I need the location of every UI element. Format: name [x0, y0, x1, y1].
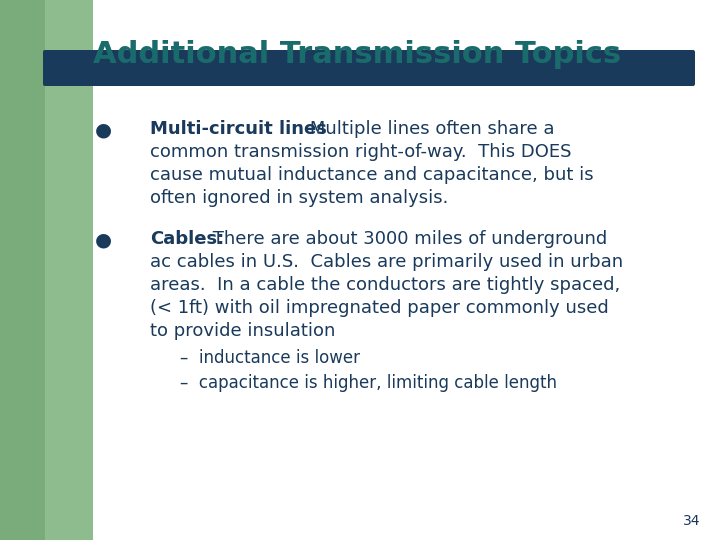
Text: ●: ● — [95, 120, 112, 139]
Text: cause mutual inductance and capacitance, but is: cause mutual inductance and capacitance,… — [150, 166, 593, 184]
Text: (< 1ft) with oil impregnated paper commonly used: (< 1ft) with oil impregnated paper commo… — [150, 299, 608, 317]
FancyBboxPatch shape — [43, 50, 695, 86]
Bar — [45, 0, 93, 540]
Text: : Multiple lines often share a: : Multiple lines often share a — [298, 120, 554, 138]
Text: Cables:: Cables: — [150, 230, 224, 248]
Text: ●: ● — [95, 230, 112, 249]
Text: –  capacitance is higher, limiting cable length: – capacitance is higher, limiting cable … — [180, 374, 557, 392]
Bar — [0, 0, 45, 540]
Text: ac cables in U.S.  Cables are primarily used in urban: ac cables in U.S. Cables are primarily u… — [150, 253, 623, 271]
Text: common transmission right-of-way.  This DOES: common transmission right-of-way. This D… — [150, 143, 572, 161]
Text: 34: 34 — [683, 514, 700, 528]
Bar — [45, 52, 693, 84]
Text: to provide insulation: to provide insulation — [150, 322, 336, 340]
Text: areas.  In a cable the conductors are tightly spaced,: areas. In a cable the conductors are tig… — [150, 276, 620, 294]
Text: Multi-circuit lines: Multi-circuit lines — [150, 120, 327, 138]
Text: Additional Transmission Topics: Additional Transmission Topics — [93, 40, 621, 69]
Text: often ignored in system analysis.: often ignored in system analysis. — [150, 189, 449, 207]
Text: There are about 3000 miles of underground: There are about 3000 miles of undergroun… — [207, 230, 607, 248]
Text: –  inductance is lower: – inductance is lower — [180, 349, 360, 367]
